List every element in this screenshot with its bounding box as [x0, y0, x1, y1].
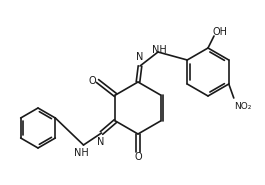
Text: O: O [89, 76, 96, 86]
Text: N: N [97, 137, 104, 147]
Text: N: N [136, 52, 144, 62]
Text: O: O [134, 152, 142, 162]
Text: NH: NH [152, 45, 166, 55]
Text: NH: NH [74, 148, 89, 158]
Text: NO₂: NO₂ [234, 102, 251, 110]
Text: OH: OH [213, 27, 227, 37]
